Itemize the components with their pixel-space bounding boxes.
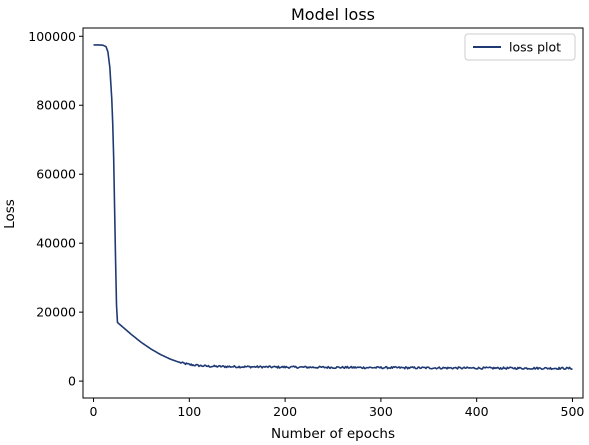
y-tick-label-80000: 80000 — [36, 98, 76, 113]
x-tick-label-100: 100 — [177, 404, 201, 419]
y-tick-label-0: 0 — [68, 374, 76, 389]
y-tick-label-20000: 20000 — [36, 305, 76, 320]
x-tick-label-500: 500 — [561, 404, 585, 419]
plot-area: 0 100 200 300 400 500 0 20000 40000 60000 80000 100… — [28, 27, 585, 419]
chart-title: Model loss — [291, 5, 375, 24]
y-tick-label-100000: 100000 — [28, 29, 76, 44]
x-tick-label-400: 400 — [465, 404, 489, 419]
y-tick-label-40000: 40000 — [36, 236, 76, 251]
y-axis-label: Loss — [2, 199, 18, 229]
y-tick-label-60000: 60000 — [36, 167, 76, 182]
legend-frame — [464, 33, 576, 61]
x-tick-label-300: 300 — [369, 404, 393, 419]
series-line-loss-plot — [93, 44, 573, 371]
x-tick-label-200: 200 — [273, 404, 297, 419]
x-tick-label-0: 0 — [90, 404, 98, 419]
x-axis-label: Number of epochs — [271, 426, 395, 442]
plot-background — [83, 28, 583, 398]
plot-frame — [82, 27, 584, 399]
legend: loss plot — [464, 33, 576, 61]
legend-label-loss-plot: loss plot — [509, 40, 561, 55]
